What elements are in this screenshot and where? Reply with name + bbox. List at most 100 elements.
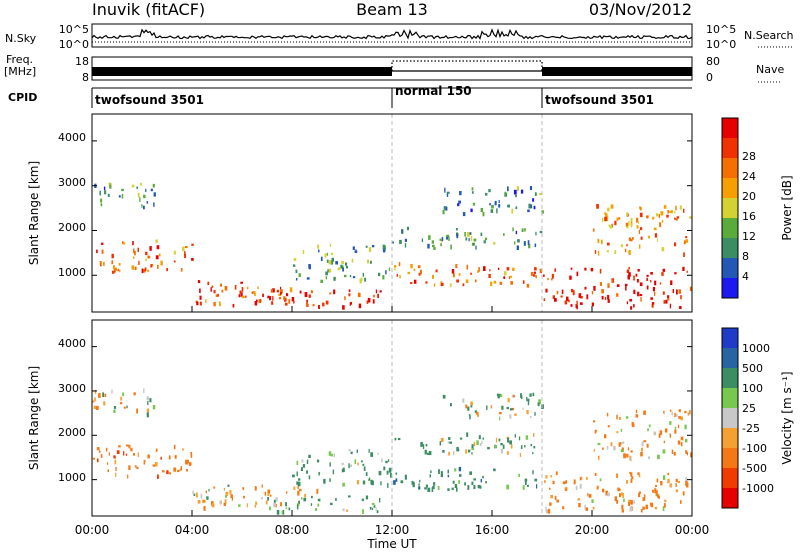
echo-cell-region-4 — [348, 449, 351, 452]
echo-cell-region-3 — [330, 502, 333, 506]
echo-cell-region-1 — [120, 402, 123, 405]
echo-cell-region-3 — [310, 495, 313, 499]
echo-cell-region-9 — [639, 212, 643, 218]
echo-cell-region-4 — [328, 268, 332, 273]
echo-cell-region-0 — [173, 467, 177, 472]
echo-cell-region-8 — [672, 289, 674, 294]
xtick-5: 20:00 — [575, 523, 610, 537]
echo-cell-region-9 — [669, 409, 672, 412]
echo-cell-region-0 — [155, 255, 159, 260]
echo-cell-region-8 — [629, 298, 632, 302]
echo-cell-region-8 — [626, 301, 629, 305]
echo-cell-region-5 — [477, 484, 481, 489]
echo-cell-region-7 — [527, 398, 530, 402]
echo-cell-region-5 — [425, 484, 428, 488]
echo-cell-region-9 — [592, 228, 595, 232]
echo-cell-region-8 — [579, 477, 582, 481]
echo-cell-region-9 — [656, 238, 659, 242]
echo-cell-region-5 — [465, 279, 469, 283]
echo-cell-region-9 — [630, 457, 632, 462]
echo-cell-region-9 — [614, 220, 617, 226]
echo-cell-region-6 — [473, 238, 477, 242]
echo-cell-region-9 — [685, 239, 689, 243]
echo-cell-region-0 — [100, 454, 103, 458]
echo-cell-region-0 — [115, 267, 117, 271]
echo-cell-region-3 — [306, 299, 308, 303]
echo-cell-region-2 — [234, 285, 237, 290]
echo-cell-region-4 — [298, 273, 301, 277]
echo-cell-region-5 — [499, 281, 503, 285]
echo-cell-region-3 — [365, 495, 369, 500]
echo-cell-region-6 — [471, 447, 474, 450]
echo-cell-region-4 — [325, 276, 327, 280]
echo-cell-region-7 — [470, 401, 473, 406]
echo-cell-region-0 — [145, 251, 148, 256]
echo-cell-region-8 — [622, 493, 624, 498]
echo-cell-region-9 — [636, 217, 639, 223]
echo-cell-region-8 — [630, 472, 633, 477]
echo-cell-region-8 — [616, 500, 619, 504]
echo-cell-region-7 — [516, 186, 519, 192]
echo-cell-region-7 — [498, 412, 502, 415]
echo-cell-region-4 — [365, 245, 368, 248]
echo-cell-region-2 — [289, 287, 293, 293]
echo-cell-region-8 — [674, 272, 677, 275]
echo-cell-region-0 — [141, 268, 144, 274]
echo-cell-region-2 — [275, 497, 278, 502]
echo-cell-region-8 — [573, 479, 576, 485]
echo-cell-region-7 — [514, 413, 517, 416]
echo-cell-region-9 — [671, 411, 674, 416]
echo-cell-region-7 — [446, 191, 450, 194]
echo-cell-region-2 — [312, 304, 315, 307]
echo-cell-region-0 — [173, 250, 176, 255]
echo-cell-region-2 — [217, 293, 219, 297]
echo-cell-region-4 — [387, 483, 389, 488]
echo-cell-region-9 — [677, 440, 681, 445]
echo-cell-region-6 — [471, 444, 474, 448]
echo-cell-region-0 — [133, 453, 135, 456]
echo-cell-region-2 — [197, 280, 201, 284]
echo-cell-region-7 — [491, 204, 494, 209]
echo-cell-region-0 — [134, 465, 137, 468]
echo-cell-region-2 — [240, 281, 243, 284]
echo-cell-region-6 — [533, 433, 535, 437]
echo-cell-region-6 — [427, 243, 430, 249]
vel-cbar-tick-m500: -500 — [742, 462, 767, 475]
echo-cell-region-8 — [551, 273, 554, 279]
echo-cell-region-4 — [320, 256, 323, 262]
echo-cell-region-0 — [158, 253, 161, 257]
echo-cell-region-0 — [143, 269, 146, 273]
colorbar-block — [722, 258, 738, 279]
echo-cell-region-0 — [101, 242, 104, 245]
power-ytick-3000: 3000 — [58, 176, 86, 189]
echo-cell-region-0 — [149, 246, 152, 251]
echo-cell-region-1 — [94, 397, 96, 402]
echo-cell-region-5 — [493, 280, 497, 284]
echo-cell-region-0 — [185, 459, 188, 465]
echo-cell-region-5 — [451, 269, 455, 274]
echo-cell-region-4 — [368, 247, 372, 253]
echo-cell-region-0 — [114, 459, 117, 465]
echo-cell-region-4 — [362, 480, 366, 485]
echo-cell-region-3 — [377, 293, 379, 299]
echo-cell-region-9 — [641, 447, 643, 452]
echo-cell-region-8 — [646, 274, 649, 277]
echo-cell-region-2 — [199, 295, 202, 300]
colorbar-block — [722, 368, 738, 389]
echo-cell-region-7 — [486, 405, 488, 410]
echo-cell-region-6 — [514, 241, 516, 245]
echo-cell-region-3 — [299, 290, 302, 294]
echo-cell-region-4 — [355, 249, 357, 254]
colorbar-block — [722, 238, 738, 259]
echo-cell-region-4 — [361, 277, 363, 281]
echo-cell-region-7 — [506, 406, 509, 410]
echo-cell-region-7 — [474, 410, 478, 413]
echo-cell-region-6 — [448, 451, 451, 456]
echo-cell-region-3 — [369, 506, 372, 510]
echo-cell-region-7 — [537, 402, 540, 407]
echo-cell-region-4 — [341, 469, 344, 473]
echo-cell-region-3 — [376, 510, 379, 514]
echo-cell-region-9 — [678, 416, 681, 419]
echo-cell-region-6 — [450, 244, 452, 250]
echo-cell-region-4 — [296, 471, 298, 477]
